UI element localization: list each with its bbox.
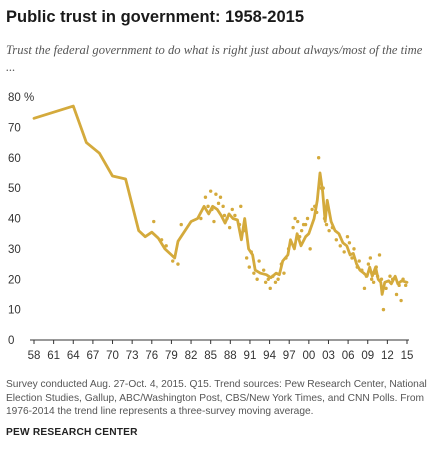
x-tick-label: 94 — [263, 350, 276, 362]
x-tick-label: 85 — [204, 350, 217, 362]
poll-point — [399, 298, 403, 303]
poll-point — [273, 280, 278, 284]
poll-point — [381, 307, 386, 312]
y-tick-label: 40 — [8, 214, 21, 226]
poll-point — [203, 195, 208, 199]
poll-point — [357, 259, 361, 263]
x-tick-label: 82 — [185, 350, 198, 362]
x-tick-label: 00 — [302, 350, 315, 362]
y-tick-label: 0 — [8, 335, 14, 347]
poll-point — [388, 274, 392, 278]
poll-point — [261, 268, 266, 272]
poll-point — [352, 247, 356, 251]
poll-point — [179, 222, 183, 227]
poll-point — [216, 201, 221, 206]
poll-point — [164, 244, 168, 248]
poll-point — [305, 216, 310, 221]
poll-point — [403, 283, 408, 288]
poll-point — [206, 204, 210, 209]
poll-point — [176, 262, 180, 266]
trend-line — [32, 104, 409, 296]
x-tick-label: 06 — [342, 350, 355, 362]
poll-point — [239, 204, 243, 209]
y-tick-label: 60 — [8, 153, 21, 165]
brand-label: PEW RESEARCH CENTER — [6, 427, 138, 438]
y-tick-label: 80 % — [8, 92, 34, 104]
y-tick-label: 70 — [8, 122, 21, 134]
poll-point — [371, 280, 376, 284]
poll-point — [214, 192, 218, 196]
x-tick-label: 91 — [244, 350, 257, 362]
poll-point — [257, 259, 261, 263]
poll-point — [368, 256, 373, 260]
poll-point — [227, 225, 232, 230]
poll-point — [345, 235, 350, 239]
poll-point — [218, 195, 223, 199]
poll-point — [208, 189, 213, 193]
source-note: Survey conducted Aug. 27-Oct. 4, 2015. Q… — [6, 379, 427, 417]
x-tick-label: 64 — [67, 350, 80, 362]
poll-point — [394, 292, 399, 297]
y-tick-label: 20 — [8, 274, 21, 286]
poll-point — [347, 241, 352, 245]
x-tick-label: 61 — [47, 350, 60, 362]
x-tick-label: 88 — [224, 350, 237, 362]
poll-point — [303, 222, 308, 227]
poll-point — [266, 277, 270, 281]
chart-subtitle: Trust the federal government to do what … — [6, 43, 423, 74]
poll-point — [377, 253, 382, 257]
x-tick-label: 73 — [126, 350, 139, 362]
poll-point — [263, 280, 268, 284]
poll-point — [221, 204, 225, 209]
y-tick-label: 50 — [8, 183, 21, 195]
poll-point — [362, 286, 367, 291]
poll-point — [324, 222, 329, 227]
poll-point — [334, 238, 339, 242]
poll-point — [244, 256, 249, 260]
x-tick-label: 58 — [28, 350, 41, 362]
poll-point — [316, 156, 321, 160]
x-tick-label: 79 — [165, 350, 178, 362]
poll-point — [268, 286, 272, 291]
poll-point — [293, 216, 297, 221]
poll-point — [310, 207, 314, 212]
y-tick-label: 10 — [8, 305, 21, 317]
poll-point — [291, 225, 295, 230]
poll-point — [366, 262, 371, 266]
poll-point — [276, 277, 280, 281]
x-tick-label: 97 — [283, 350, 296, 362]
poll-point — [152, 219, 156, 224]
poll-point — [342, 250, 346, 254]
poll-point — [171, 259, 175, 263]
poll-point — [308, 247, 312, 251]
x-tick-label: 70 — [106, 350, 119, 362]
poll-point — [247, 265, 251, 269]
poll-point — [199, 216, 203, 221]
poll-point — [327, 228, 331, 233]
poll-point — [369, 277, 374, 281]
poll-point — [282, 271, 286, 275]
poll-point — [384, 286, 388, 291]
poll-point — [222, 213, 227, 218]
x-tick-label: 76 — [145, 350, 158, 362]
x-tick-label: 67 — [86, 350, 99, 362]
x-tick-label: 03 — [322, 350, 335, 362]
poll-point — [255, 277, 259, 281]
poll-point — [296, 219, 300, 224]
x-tick-label: 09 — [361, 350, 374, 362]
poll-point — [299, 228, 304, 233]
poll-point — [252, 271, 256, 275]
poll-point — [230, 207, 234, 212]
poll-point — [338, 244, 342, 248]
x-tick-label: 15 — [401, 350, 414, 362]
poll-point — [350, 256, 354, 260]
chart-title: Public trust in government: 1958-2015 — [6, 8, 305, 26]
poll-point — [233, 213, 237, 218]
x-tick-label: 12 — [381, 350, 394, 362]
y-tick-label: 30 — [8, 244, 21, 256]
poll-point — [212, 219, 216, 224]
